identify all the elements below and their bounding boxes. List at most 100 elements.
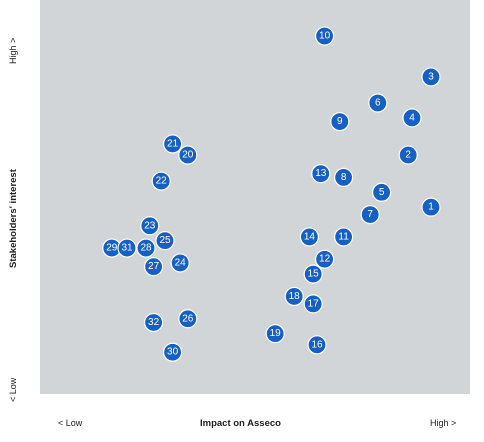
- point-label: 10: [319, 31, 331, 42]
- x-axis-low-label: < Low: [58, 418, 83, 428]
- point-14: 14: [299, 227, 319, 247]
- point-label: 18: [289, 291, 301, 302]
- plot-area: 1 2 3 4 5 6 7 8 9 10 11 12 13 14 15 16 17 18 19 20 21 22 23 24 2…: [40, 0, 470, 394]
- point-label: 8: [341, 172, 347, 183]
- point-marker: [143, 257, 164, 277]
- point-label: 12: [319, 254, 331, 265]
- point-27: 27: [143, 257, 164, 277]
- point-marker: [402, 108, 422, 128]
- point-29: 29: [102, 238, 122, 258]
- point-marker: [178, 145, 198, 165]
- point-13: 13: [311, 164, 331, 184]
- point-19: 19: [265, 324, 285, 344]
- point-marker: [140, 216, 160, 236]
- point-label: 17: [308, 298, 320, 309]
- point-label: 19: [270, 328, 282, 339]
- point-label: 13: [315, 168, 327, 179]
- point-marker: [368, 93, 388, 113]
- point-23: 23: [140, 216, 160, 236]
- point-label: 3: [428, 71, 434, 82]
- point-32: 32: [143, 312, 164, 333]
- point-label: 15: [308, 269, 320, 280]
- point-marker: [143, 312, 164, 333]
- point-label: 21: [167, 138, 179, 149]
- point-marker: [360, 205, 380, 225]
- point-marker: [311, 164, 331, 184]
- x-axis-high-label: High >: [430, 418, 457, 428]
- point-label: 22: [156, 176, 168, 187]
- point-label: 2: [405, 150, 411, 161]
- point-marker: [330, 111, 350, 132]
- x-axis-title: Impact on Asseco: [200, 418, 281, 429]
- point-label: 1: [428, 202, 434, 213]
- point-label: 5: [379, 187, 385, 198]
- point-marker: [303, 294, 323, 314]
- point-marker: [398, 145, 418, 165]
- y-axis-title: Stakeholders' interest: [8, 169, 19, 268]
- point-marker: [421, 67, 441, 87]
- scatter-plot: 1234567891011121314151617181920212223242…: [102, 26, 441, 362]
- point-label: 24: [175, 257, 187, 268]
- point-label: 27: [148, 261, 160, 272]
- point-marker: [178, 309, 198, 329]
- point-marker: [265, 324, 285, 344]
- point-20: 20: [178, 145, 198, 165]
- point-8: 8: [334, 167, 354, 187]
- point-17: 17: [303, 294, 323, 314]
- point-24: 24: [170, 253, 190, 273]
- point-4: 4: [402, 108, 422, 128]
- point-marker: [334, 227, 354, 247]
- point-marker: [155, 231, 175, 251]
- point-7: 7: [360, 205, 380, 225]
- point-marker: [334, 167, 354, 187]
- point-label: 16: [311, 339, 323, 350]
- point-marker: [284, 286, 304, 307]
- point-marker: [163, 342, 183, 362]
- point-21: 21: [163, 134, 183, 154]
- y-axis-low-label: < Low: [8, 377, 18, 402]
- point-marker: [315, 26, 335, 46]
- point-28: 28: [136, 238, 156, 258]
- point-marker: [303, 264, 323, 284]
- point-6: 6: [368, 93, 388, 113]
- point-marker: [372, 182, 392, 202]
- point-label: 30: [167, 347, 179, 358]
- point-9: 9: [330, 111, 350, 132]
- point-15: 15: [303, 264, 323, 284]
- point-11: 11: [334, 227, 354, 247]
- point-label: 11: [338, 231, 349, 242]
- point-marker: [163, 134, 183, 154]
- point-label: 14: [304, 231, 316, 242]
- point-label: 25: [159, 235, 171, 246]
- point-18: 18: [284, 286, 304, 307]
- point-label: 7: [367, 209, 373, 220]
- point-label: 23: [144, 220, 156, 231]
- point-label: 6: [375, 98, 381, 109]
- point-marker: [307, 335, 327, 355]
- point-22: 22: [151, 171, 171, 191]
- point-31: 31: [117, 238, 137, 258]
- point-marker: [299, 227, 319, 247]
- point-30: 30: [163, 342, 183, 362]
- point-label: 9: [337, 116, 343, 127]
- point-label: 32: [148, 317, 160, 328]
- point-label: 4: [409, 112, 415, 123]
- point-marker: [421, 197, 441, 217]
- y-axis-high-label: High >: [8, 37, 18, 64]
- point-12: 12: [315, 249, 335, 269]
- point-marker: [170, 253, 190, 273]
- point-label: 31: [121, 243, 133, 254]
- point-marker: [117, 238, 137, 258]
- point-label: 26: [182, 313, 194, 324]
- point-marker: [151, 171, 171, 191]
- point-2: 2: [398, 145, 418, 165]
- point-label: 20: [182, 150, 194, 161]
- point-marker: [315, 249, 335, 269]
- point-25: 25: [155, 231, 175, 251]
- point-marker: [136, 238, 156, 258]
- point-3: 3: [421, 67, 441, 87]
- point-10: 10: [315, 26, 335, 46]
- point-26: 26: [178, 309, 198, 329]
- point-label: 28: [140, 243, 152, 254]
- point-1: 1: [421, 197, 441, 217]
